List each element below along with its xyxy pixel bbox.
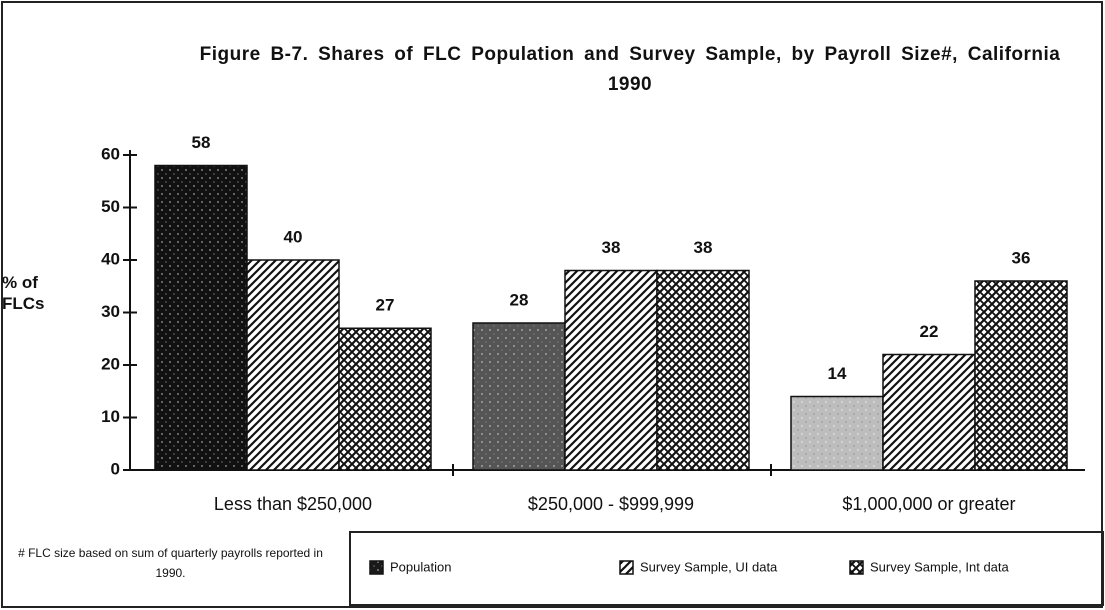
y-tick-label: 60 xyxy=(101,144,120,163)
data-label: 38 xyxy=(602,238,621,257)
y-tick-label: 30 xyxy=(101,302,120,321)
y-tick-label: 20 xyxy=(101,354,120,373)
bar xyxy=(154,164,248,471)
chart-title: Figure B-7. Shares of FLC Population and… xyxy=(199,44,1061,95)
data-label: 27 xyxy=(376,296,395,315)
x-tick-label: Less than $250,000 xyxy=(214,494,372,514)
bar xyxy=(656,269,750,471)
data-label: 40 xyxy=(284,227,303,246)
legend-swatch xyxy=(849,560,864,575)
data-label: 36 xyxy=(1012,248,1031,267)
legend-label: Survey Sample, UI data xyxy=(640,559,778,574)
x-tick-label: $1,000,000 or greater xyxy=(842,494,1015,514)
legend-label: Survey Sample, Int data xyxy=(870,559,1010,574)
data-label: 22 xyxy=(920,322,939,341)
bar xyxy=(790,395,884,471)
y-tick-label: 10 xyxy=(101,407,120,426)
bar xyxy=(882,353,976,471)
data-label: 58 xyxy=(192,133,211,152)
y-axis-label: % of FLCs xyxy=(2,273,45,313)
bar xyxy=(564,269,658,471)
bar xyxy=(246,259,340,471)
data-label: 28 xyxy=(510,290,529,309)
footnote: # FLC size based on sum of quarterly pay… xyxy=(18,546,323,580)
data-label: 38 xyxy=(694,238,713,257)
y-tick-label: 50 xyxy=(101,197,120,216)
legend-swatch xyxy=(619,560,634,575)
legend-label: Population xyxy=(390,559,451,574)
bar xyxy=(472,322,566,471)
bar xyxy=(974,280,1068,471)
bar xyxy=(338,327,432,471)
y-tick-label: 0 xyxy=(111,459,120,478)
data-label: 14 xyxy=(828,364,847,383)
x-tick-label: $250,000 - $999,999 xyxy=(528,494,694,514)
y-tick-label: 40 xyxy=(101,249,120,268)
legend-swatch xyxy=(369,560,384,575)
legend-box xyxy=(349,531,1104,606)
